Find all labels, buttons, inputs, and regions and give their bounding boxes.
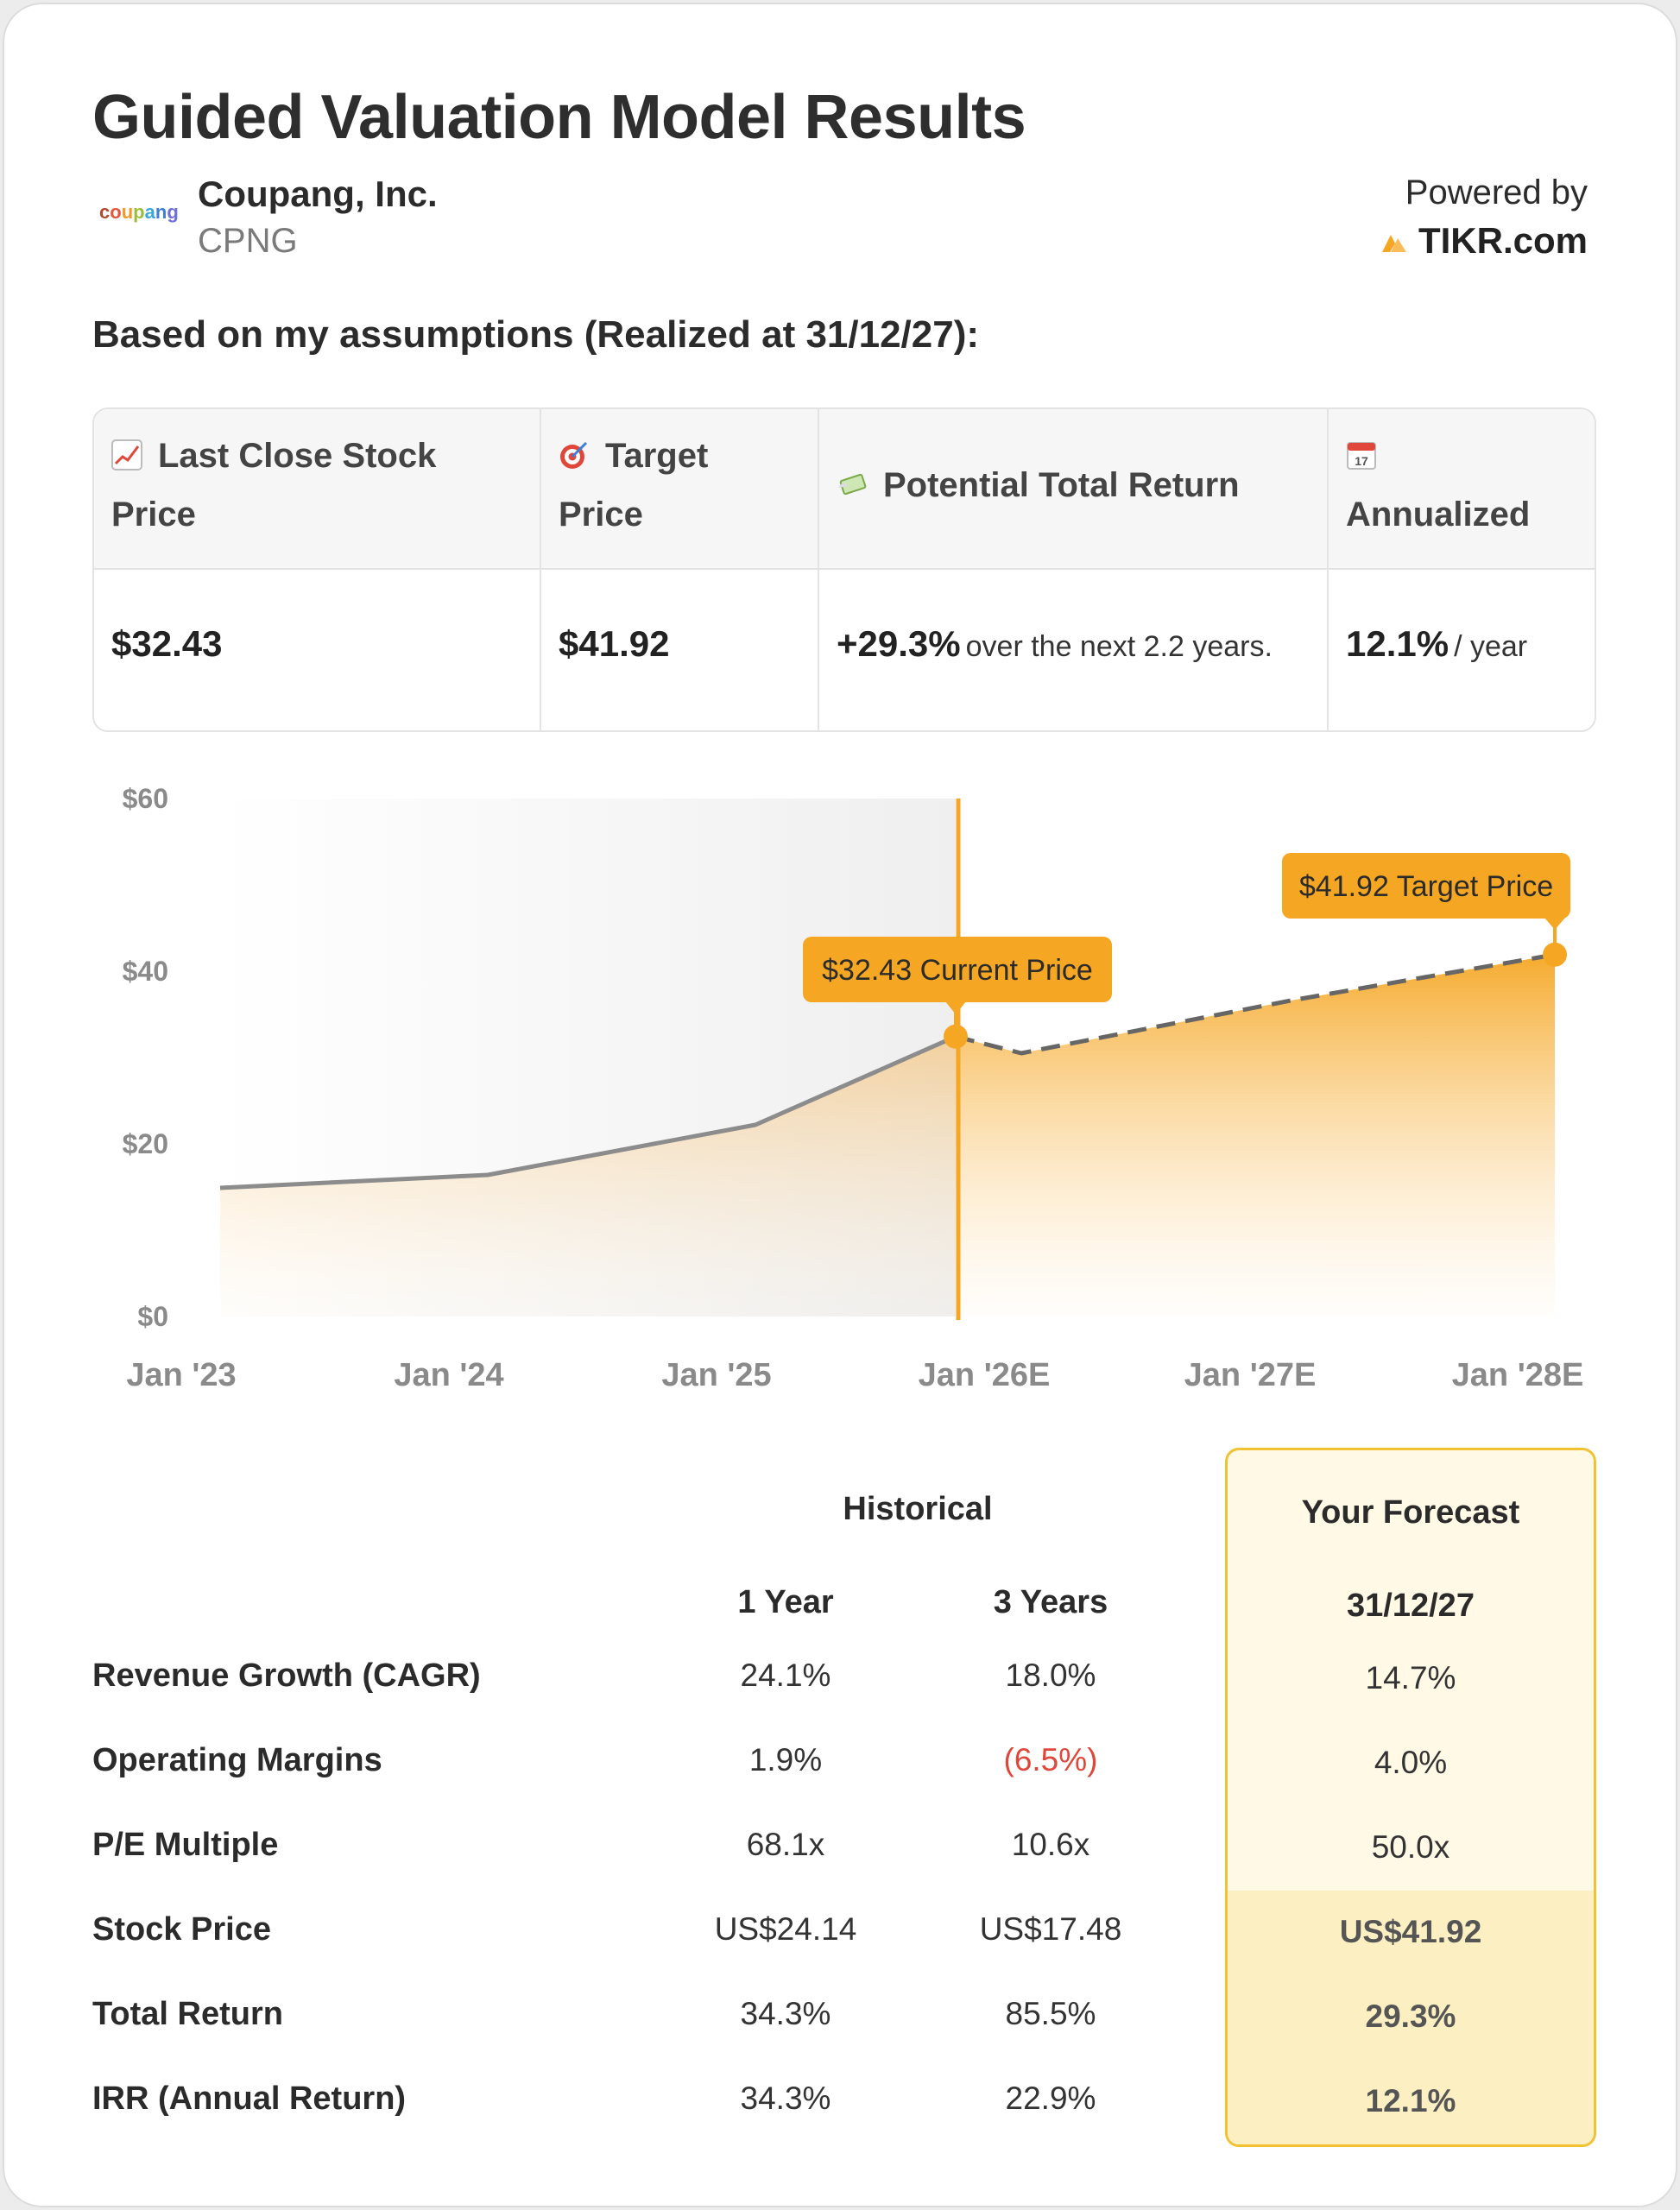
valuation-card: Guided Valuation Model Results coupang C… [3,3,1677,2207]
company-ticker: CPNG [198,222,298,260]
company-logo: coupang [99,201,179,223]
metric-label: IRR (Annual Return) [92,2081,407,2117]
metric-label: Stock Price [92,1911,271,1948]
target-icon [560,441,588,469]
x-tick-label: Jan '28E [1452,1357,1584,1393]
page-title: Guided Valuation Model Results [92,83,1026,152]
metric-value-1-year: US$24.14 [714,1911,857,1947]
target-price-point [1543,942,1567,967]
metric-value-forecast: 29.3% [1365,1998,1456,2034]
metric-value-3-years: 22.9% [1005,2081,1096,2116]
x-tick-label: Jan '24 [394,1357,503,1393]
metric-value-forecast: 14.7% [1365,1660,1456,1695]
historical-price-line [219,1034,957,1190]
current-price-callout-pointer [945,1001,966,1014]
tikr-logo-icon [1381,235,1406,252]
metric-value-forecast: 4.0% [1374,1745,1448,1780]
col-forecast-date: 31/12/27 [1347,1588,1475,1624]
metric-value-forecast: 12.1% [1365,2083,1456,2118]
target-price-callout-pointer [1544,918,1565,930]
return-column: Potential Total Return +29.3% over the ne… [819,409,1329,730]
summary-table: Last Close Stock Price $32.43 Target Pri… [92,407,1596,732]
annualized-subtext: / year [1454,630,1528,663]
money-with-wings-icon [838,473,867,496]
forecast-area [956,954,1555,1317]
return-subtext: over the next 2.2 years. [965,630,1273,663]
current-price-callout [803,937,1112,1002]
y-tick-label: $20 [123,1128,168,1159]
metric-value-1-year: 1.9% [748,1742,823,1777]
current-price-label: $32.43 Current Price [822,954,1093,987]
chart-increasing-icon [111,439,142,470]
target-label-1: Target [605,437,709,475]
forecast-heading: Your Forecast [1301,1494,1520,1531]
target-price-label: $41.92 Target Price [1299,870,1553,903]
price-chart: $60 $40 $20 $0 Jan '23 Jan '24 Jan '25 Jan '26E… [4,764,1679,1420]
calendar-day: 17 [1355,454,1368,468]
target-label-2: Price [559,496,643,534]
metric-label: P/E Multiple [92,1827,279,1863]
x-tick-label: Jan '26E [919,1357,1051,1393]
x-tick-label: Jan '27E [1184,1357,1317,1393]
target-price-callout [1282,853,1570,919]
annualized-label: Annualized [1346,496,1531,534]
powered-by-label: Powered by [1405,174,1588,212]
y-tick-label: $60 [123,783,168,814]
metric-value-1-year: 68.1x [746,1827,825,1862]
metric-label: Total Return [92,1996,283,2032]
last-close-label-1: Last Close Stock [158,437,437,475]
col-3-years: 3 Years [993,1584,1108,1620]
calendar-icon: 17 [1347,442,1376,470]
current-price-point [944,1024,968,1049]
metric-value-1-year: 34.3% [740,1996,831,2031]
return-value: +29.3% [837,623,961,664]
forecast-column [1225,1448,1596,2147]
metric-value-3-years: 10.6x [1011,1827,1090,1862]
target-value: $41.92 [559,623,670,664]
target-column: Target Price $41.92 [541,409,819,730]
return-label: Potential Total Return [883,466,1240,504]
y-tick-label: $40 [123,956,168,987]
historical-area [220,1036,956,1317]
metric-label: Revenue Growth (CAGR) [92,1658,481,1694]
forecast-price-line [955,952,1556,1056]
metric-value-3-years: US$17.48 [979,1911,1122,1947]
last-close-column: Last Close Stock Price $32.43 [94,409,541,730]
price-chart-svg: $60 $40 $20 $0 Jan '23 Jan '24 Jan '25 Jan '26E… [123,783,1584,1393]
metric-label: Operating Margins [92,1742,382,1778]
annualized-column: 17 Annualized 12.1% / year [1329,409,1595,730]
company-name: Coupang, Inc. [198,174,438,214]
x-tick-label: Jan '23 [126,1357,236,1393]
metric-value-3-years: 85.5% [1005,1996,1096,2031]
col-1-year: 1 Year [737,1584,834,1620]
historical-heading: Historical [843,1491,993,1527]
x-tick-label: Jan '25 [661,1357,771,1393]
tikr-brand-text: TIKR.com [1418,220,1588,261]
assumptions-heading: Based on my assumptions (Realized at 31/… [92,313,980,356]
metric-value-1-year: 34.3% [740,2081,831,2116]
y-tick-label: $0 [137,1301,168,1332]
metric-value-forecast: US$41.92 [1339,1914,1482,1949]
metric-value-1-year: 24.1% [740,1658,831,1693]
metric-value-forecast: 50.0x [1371,1829,1450,1865]
last-close-label-2: Price [111,496,196,534]
forecast-results-highlight [1228,1891,1594,2144]
last-close-value: $32.43 [111,623,223,664]
metric-value-3-years: (6.5%) [1003,1742,1098,1777]
annualized-value: 12.1% [1346,623,1449,664]
metric-value-3-years: 18.0% [1005,1658,1096,1693]
tikr-brand[interactable]: TIKR.com [1380,220,1588,262]
